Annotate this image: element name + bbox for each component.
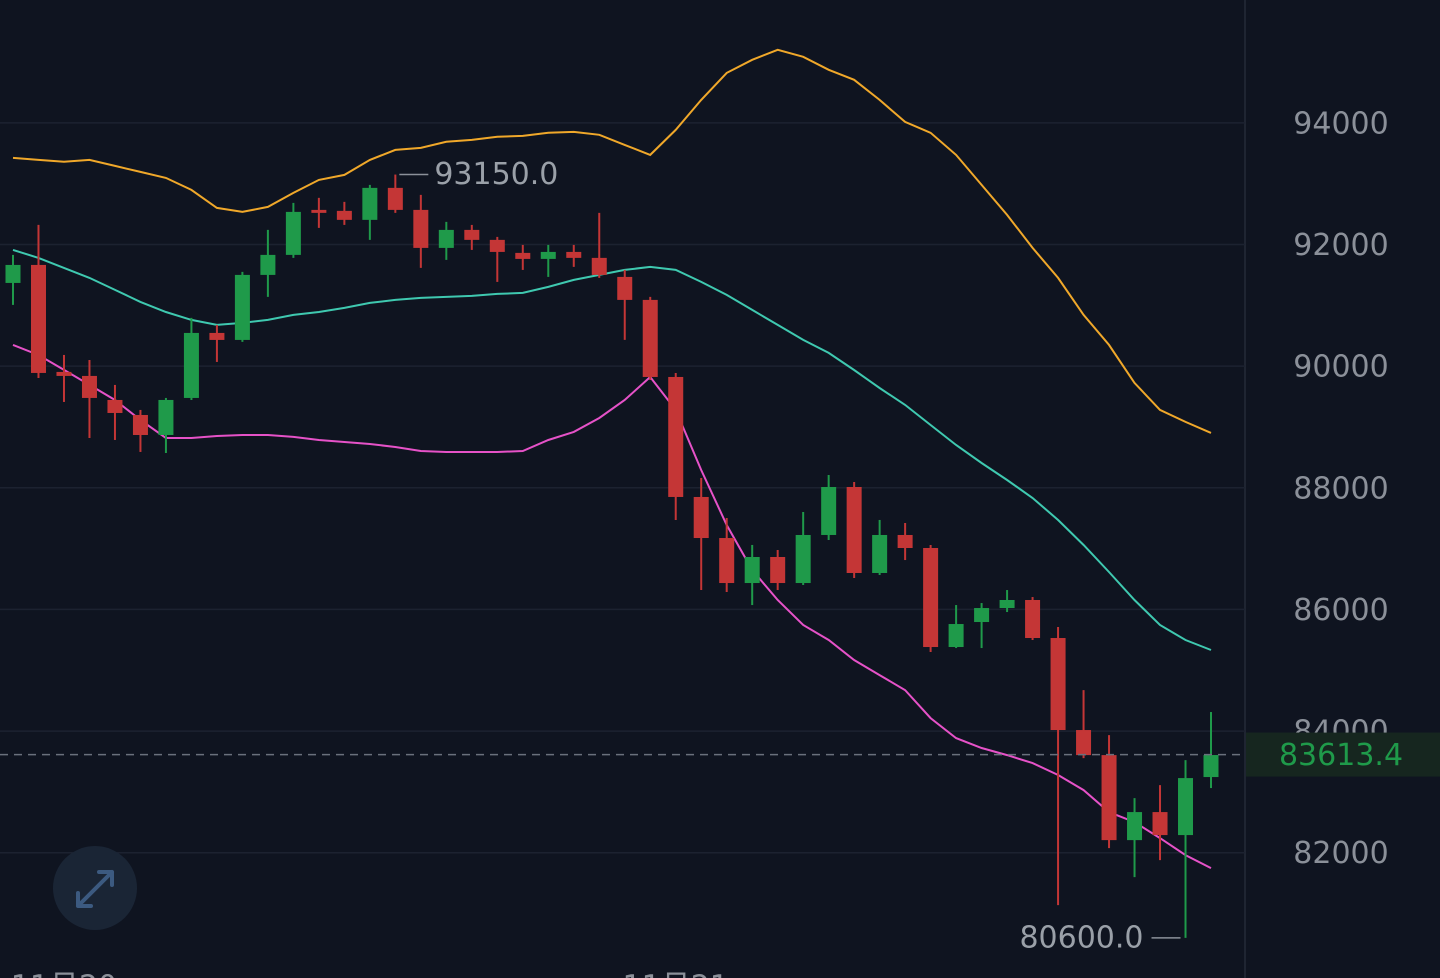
candle-body (132, 414, 148, 435)
band-line (12, 248, 1212, 651)
candle-body (999, 599, 1015, 609)
candle-body (183, 332, 199, 398)
y-tick-label: 94000 (1293, 106, 1388, 141)
candle-body (846, 486, 862, 573)
candle-body (285, 211, 301, 255)
candle-body (923, 547, 939, 648)
candle-body (209, 332, 225, 340)
candle-body (795, 534, 811, 584)
candles (5, 174, 1219, 938)
candle-body (693, 496, 709, 539)
low-label: 80600.0 (1019, 920, 1143, 955)
candle-body (1152, 812, 1168, 836)
high-label: 93150.0 (434, 157, 558, 192)
candle-body (617, 276, 633, 300)
candle-body (158, 399, 174, 435)
candle-body (413, 209, 429, 248)
candle-body (515, 252, 531, 259)
x-tick-label: 11月21 (623, 970, 729, 978)
candle-body (1101, 755, 1117, 841)
candle-body (438, 229, 454, 248)
candle-body (948, 624, 964, 648)
candle-body (489, 239, 505, 252)
candle-body (30, 264, 46, 373)
candle-body (387, 187, 403, 210)
candle-body (566, 251, 582, 258)
bands (12, 48, 1212, 869)
candle-body (1076, 730, 1092, 756)
candle-body (591, 257, 607, 275)
candle-body (719, 538, 735, 584)
candle-body (872, 534, 888, 573)
candle-body (770, 556, 786, 584)
candle-body (81, 375, 97, 398)
candle-body (5, 264, 21, 283)
y-tick-label: 86000 (1293, 593, 1388, 628)
candle-body (821, 486, 837, 535)
candle-body (974, 608, 990, 623)
grid: 8200084000860008800090000920009400011月20… (0, 106, 1389, 978)
candle-body (1203, 755, 1219, 778)
candle-body (668, 376, 684, 497)
y-tick-label: 88000 (1293, 471, 1388, 506)
candle-body (234, 274, 250, 340)
y-tick-label: 92000 (1293, 228, 1388, 263)
last-price-box (1246, 732, 1440, 777)
band-line (12, 48, 1212, 434)
candle-body (1025, 599, 1041, 639)
expand-button[interactable] (53, 846, 137, 930)
candle-body (744, 556, 760, 584)
x-tick-label: 11月20 (11, 970, 117, 978)
candle-body (311, 209, 327, 213)
overlay: 93150.0 80600.0 83613.4 (0, 157, 1440, 955)
candle-body (56, 371, 72, 376)
candle-body (464, 229, 480, 240)
expand-icon[interactable] (76, 870, 114, 908)
candle-body (107, 399, 123, 413)
band-line (12, 343, 1212, 869)
y-tick-label: 82000 (1293, 836, 1388, 871)
y-tick-label: 90000 (1293, 350, 1388, 385)
candle-body (362, 187, 378, 220)
candle-body (336, 210, 352, 220)
candle-body (1178, 778, 1194, 836)
candle-body (540, 251, 556, 259)
candle-body (1127, 812, 1143, 841)
candle-body (260, 254, 276, 275)
candle-body (642, 299, 658, 377)
last-price-label: 83613.4 (1279, 738, 1403, 773)
candle-body (897, 534, 913, 548)
candle-body (1050, 638, 1066, 731)
